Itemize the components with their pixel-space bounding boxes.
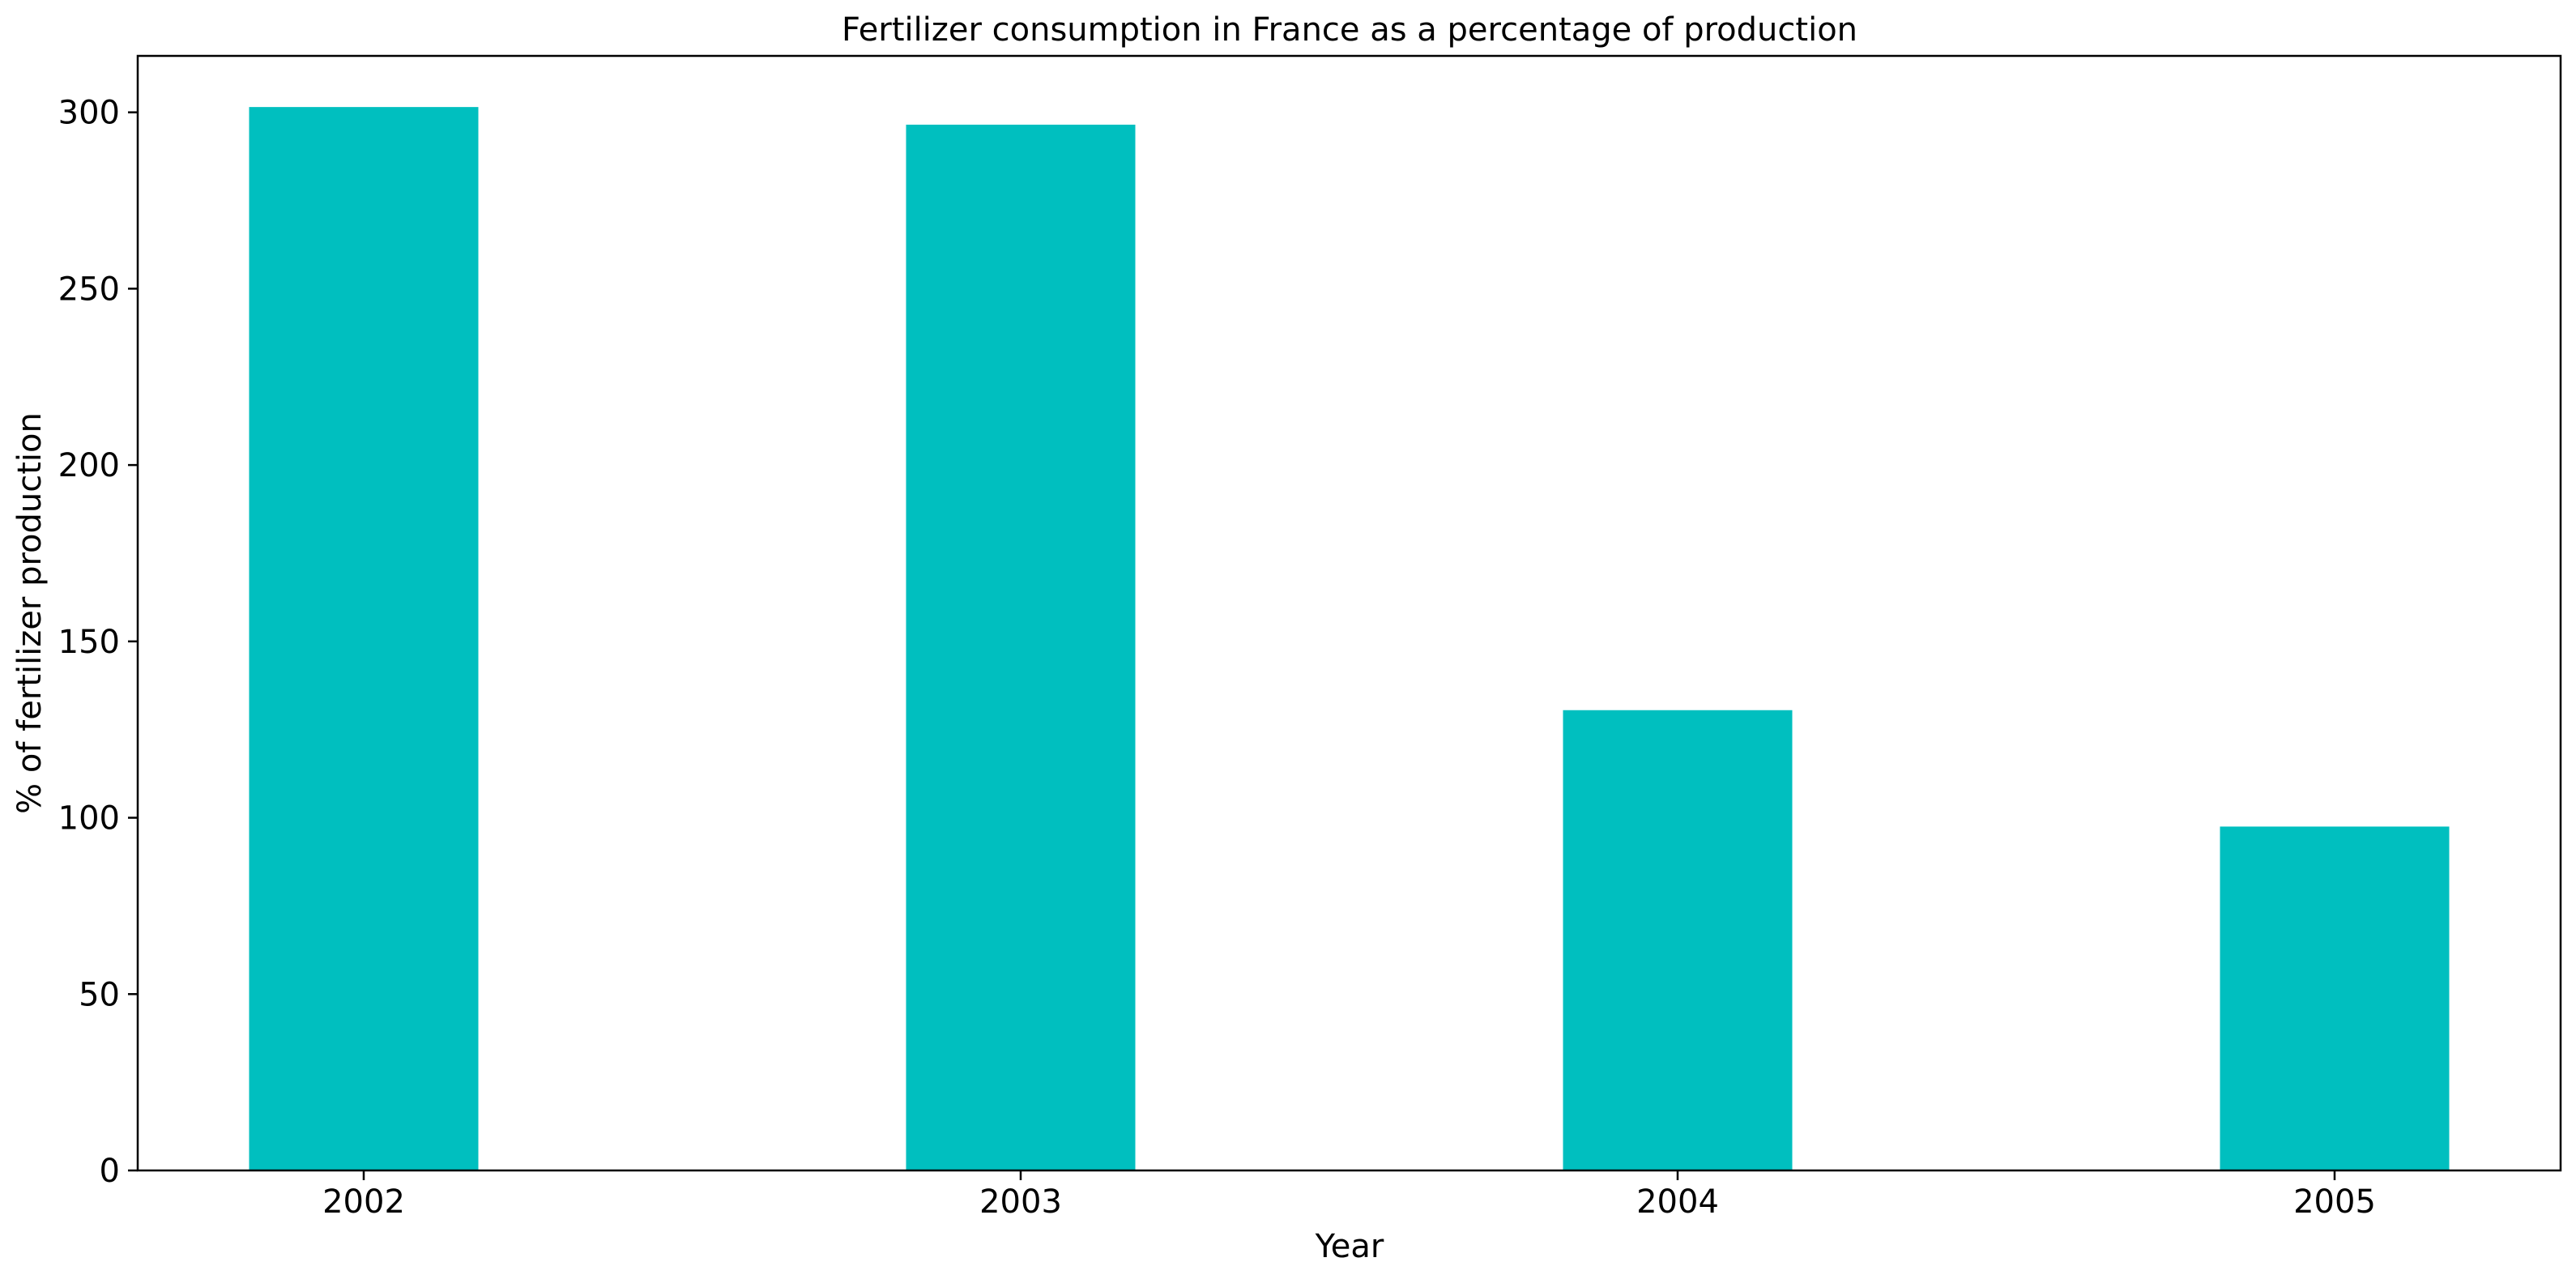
y-axis-label: % of fertilizer production	[11, 412, 49, 814]
bar-2003	[906, 124, 1136, 1171]
bar-2005	[2220, 826, 2450, 1170]
x-tick-label: 2005	[2293, 1183, 2376, 1221]
x-tick-label: 2004	[1636, 1183, 1719, 1221]
chart-title: Fertilizer consumption in France as a pe…	[842, 11, 1857, 49]
bar-2004	[1563, 710, 1793, 1170]
y-tick-label: 50	[79, 976, 120, 1013]
y-tick-label: 0	[100, 1153, 120, 1190]
y-tick-label: 300	[58, 95, 120, 132]
y-tick-label: 100	[58, 800, 120, 838]
bars-group	[249, 107, 2450, 1171]
bar-2002	[249, 107, 479, 1170]
x-tick-label: 2003	[979, 1183, 1062, 1221]
x-axis-label: Year	[1315, 1228, 1384, 1265]
y-axis: 0 50 100 150 200 250 300	[58, 95, 138, 1190]
plot-frame	[136, 54, 2562, 1172]
y-tick-label: 200	[58, 447, 120, 484]
y-tick-label: 150	[58, 624, 120, 661]
y-tick-label: 250	[58, 271, 120, 308]
x-tick-label: 2002	[322, 1183, 405, 1221]
x-axis: 2002 2003 2004 2005	[322, 1170, 2376, 1221]
